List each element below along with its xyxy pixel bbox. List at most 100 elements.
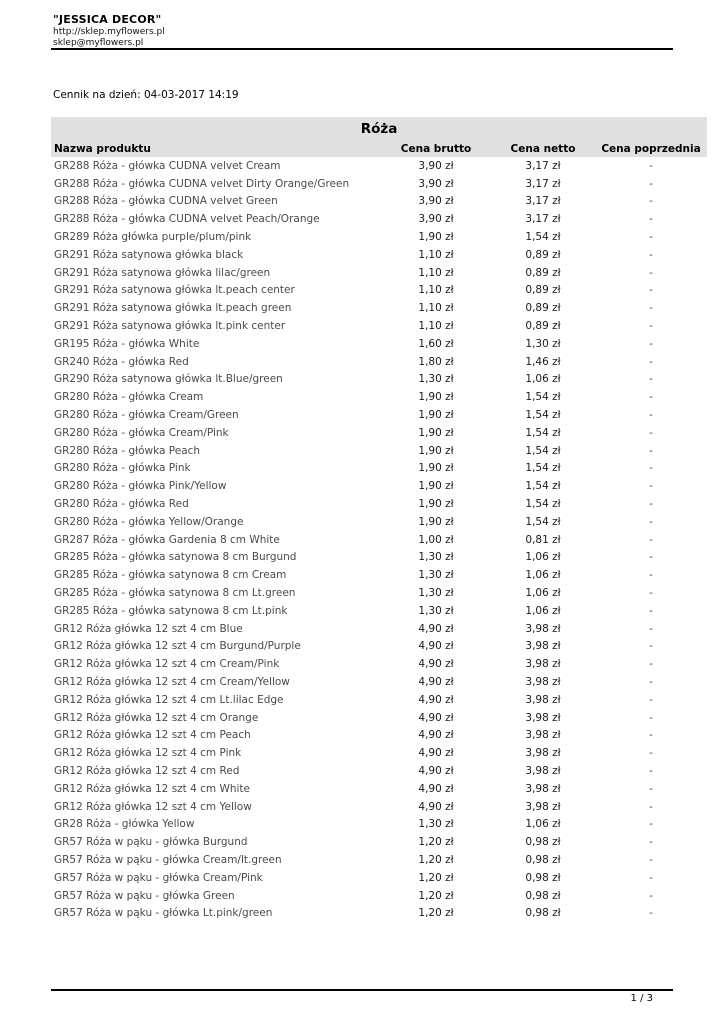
product-name: GR280 Róża - główka Peach bbox=[54, 444, 201, 457]
product-name: GR280 Róża - główka Cream/Green bbox=[54, 409, 239, 422]
gross-price: 1,20 zł bbox=[418, 889, 454, 902]
gross-price: 1,90 zł bbox=[418, 462, 454, 475]
previous-price: - bbox=[649, 569, 653, 582]
product-name: GR12 Róża główka 12 szt 4 cm Burgund/Pur… bbox=[54, 640, 301, 653]
gross-price: 4,90 zł bbox=[418, 676, 454, 688]
product-name: GR288 Róża - główka CUDNA velvet Cream bbox=[54, 159, 281, 172]
product-name: GR288 Róża - główka CUDNA velvet Peach/O… bbox=[54, 213, 320, 226]
previous-price: - bbox=[649, 836, 653, 849]
product-name: GR12 Róża główka 12 szt 4 cm White bbox=[54, 782, 251, 795]
product-name: GR12 Róża główka 12 szt 4 cm Peach bbox=[54, 729, 251, 742]
net-price: 3,17 zł bbox=[525, 177, 561, 190]
table-row: GR280 Róża - główka Red 1,90 zł 1,54 zł … bbox=[51, 495, 707, 513]
net-price: 1,06 zł bbox=[525, 569, 561, 582]
previous-price: - bbox=[649, 337, 653, 350]
previous-price: - bbox=[649, 533, 653, 546]
previous-price: - bbox=[649, 355, 653, 368]
table-row: GR291 Róża satynowa główka lt.peach cent… bbox=[51, 282, 707, 300]
net-price: 1,06 zł bbox=[525, 604, 561, 617]
net-price: 0,89 zł bbox=[525, 248, 561, 261]
gross-price: 4,90 zł bbox=[418, 800, 454, 813]
net-price: 3,98 zł bbox=[525, 800, 561, 813]
product-name: GR12 Róża główka 12 szt 4 cm Blue bbox=[54, 622, 243, 635]
header-divider bbox=[51, 48, 673, 50]
gross-price: 3,90 zł bbox=[418, 195, 454, 208]
table-row: GR285 Róża - główka satynowa 8 cm Burgun… bbox=[51, 549, 707, 567]
net-price: 0,98 zł bbox=[525, 871, 561, 884]
table-row: GR28 Róża - główka Yellow 1,30 zł 1,06 z… bbox=[51, 815, 707, 833]
net-price: 1,46 zł bbox=[525, 355, 561, 368]
previous-price: - bbox=[649, 729, 653, 742]
table-row: GR12 Róża główka 12 szt 4 cm Cream/Pink … bbox=[51, 655, 707, 673]
product-name: GR291 Róża satynowa główka lilac/green bbox=[54, 266, 271, 279]
table-row: GR291 Róża satynowa główka black 1,10 zł… bbox=[51, 246, 707, 264]
gross-price: 4,90 zł bbox=[418, 658, 454, 671]
previous-price: - bbox=[649, 462, 653, 475]
net-price: 0,89 zł bbox=[525, 284, 561, 297]
footer-divider bbox=[51, 989, 673, 991]
table-row: GR290 Róża satynowa główka lt.Blue/green… bbox=[51, 371, 707, 389]
previous-price: - bbox=[649, 676, 653, 688]
previous-price: - bbox=[649, 498, 653, 511]
previous-price: - bbox=[649, 266, 653, 279]
column-header-row: Nazwa produktu Cena brutto Cena netto Ce… bbox=[51, 140, 708, 157]
previous-price: - bbox=[649, 551, 653, 564]
table-row: GR287 Róża - główka Gardenia 8 cm White … bbox=[51, 531, 707, 549]
product-name: GR57 Róża w pąku - główka Burgund bbox=[54, 836, 248, 849]
product-name: GR291 Róża satynowa główka lt.peach gree… bbox=[54, 302, 292, 315]
previous-price: - bbox=[649, 444, 653, 457]
product-name: GR280 Róża - główka Pink/Yellow bbox=[54, 480, 227, 493]
table-row: GR12 Róża główka 12 szt 4 cm Pink 4,90 z… bbox=[51, 744, 707, 762]
product-name: GR288 Róża - główka CUDNA velvet Dirty O… bbox=[54, 177, 350, 190]
product-name: GR291 Róża satynowa główka black bbox=[54, 248, 244, 261]
gross-price: 1,90 zł bbox=[418, 498, 454, 511]
price-table-head: Róża Nazwa produktu Cena brutto Cena net… bbox=[51, 117, 708, 157]
product-name: GR285 Róża - główka satynowa 8 cm Lt.pin… bbox=[54, 604, 288, 617]
document-header: "JESSICA DECOR" http://sklep.myflowers.p… bbox=[53, 12, 165, 48]
pricelist-date: Cennik na dzień: 04-03-2017 14:19 bbox=[53, 89, 239, 101]
product-name: GR195 Róża - główka White bbox=[54, 337, 200, 350]
gross-price: 4,90 zł bbox=[418, 640, 454, 653]
net-price: 1,54 zł bbox=[525, 409, 561, 422]
gross-price: 3,90 zł bbox=[418, 177, 454, 190]
table-row: GR57 Róża w pąku - główka Cream/Pink 1,2… bbox=[51, 869, 707, 887]
product-name: GR57 Róża w pąku - główka Green bbox=[54, 889, 235, 902]
net-price: 3,17 zł bbox=[525, 195, 561, 208]
gross-price: 1,10 zł bbox=[418, 266, 454, 279]
product-name: GR57 Róża w pąku - główka Cream/Pink bbox=[54, 871, 263, 884]
previous-price: - bbox=[649, 782, 653, 795]
net-price: 1,54 zł bbox=[525, 391, 561, 404]
gross-price: 1,20 zł bbox=[418, 836, 454, 849]
previous-price: - bbox=[649, 747, 653, 760]
net-price: 1,54 zł bbox=[525, 480, 561, 493]
net-price: 0,98 zł bbox=[525, 836, 561, 849]
product-name: GR280 Róża - główka Cream/Pink bbox=[54, 426, 229, 439]
table-row: GR289 Róża główka purple/plum/pink 1,90 … bbox=[51, 228, 707, 246]
previous-price: - bbox=[649, 159, 653, 172]
net-price: 3,17 zł bbox=[525, 213, 561, 226]
gross-price: 1,30 zł bbox=[418, 604, 454, 617]
table-row: GR280 Róża - główka Peach 1,90 zł 1,54 z… bbox=[51, 442, 707, 460]
company-email: sklep@myflowers.pl bbox=[53, 37, 144, 48]
previous-price: - bbox=[649, 284, 653, 297]
price-table-body: GR288 Róża - główka CUDNA velvet Cream 3… bbox=[51, 157, 707, 922]
previous-price: - bbox=[649, 818, 653, 831]
product-name: GR12 Róża główka 12 szt 4 cm Red bbox=[54, 764, 240, 777]
table-row: GR280 Róża - główka Cream/Pink 1,90 zł 1… bbox=[51, 424, 707, 442]
net-price: 1,06 zł bbox=[525, 551, 561, 564]
gross-price: 3,90 zł bbox=[418, 213, 454, 226]
net-price: 0,89 zł bbox=[525, 266, 561, 279]
product-name: GR12 Róża główka 12 szt 4 cm Yellow bbox=[54, 800, 252, 813]
category-title: Róża bbox=[51, 117, 708, 140]
net-price: 1,06 zł bbox=[525, 587, 561, 600]
table-row: GR280 Róża - główka Pink/Yellow 1,90 zł … bbox=[51, 477, 707, 495]
gross-price: 1,20 zł bbox=[418, 853, 454, 866]
previous-price: - bbox=[649, 907, 653, 920]
category-title-row: Róża bbox=[51, 117, 708, 140]
net-price: 0,89 zł bbox=[525, 302, 561, 315]
gross-price: 1,90 zł bbox=[418, 480, 454, 493]
net-price: 0,98 zł bbox=[525, 889, 561, 902]
gross-price: 1,10 zł bbox=[418, 284, 454, 297]
product-name: GR287 Róża - główka Gardenia 8 cm White bbox=[54, 533, 280, 546]
product-name: GR12 Róża główka 12 szt 4 cm Cream/Yello… bbox=[54, 676, 290, 688]
